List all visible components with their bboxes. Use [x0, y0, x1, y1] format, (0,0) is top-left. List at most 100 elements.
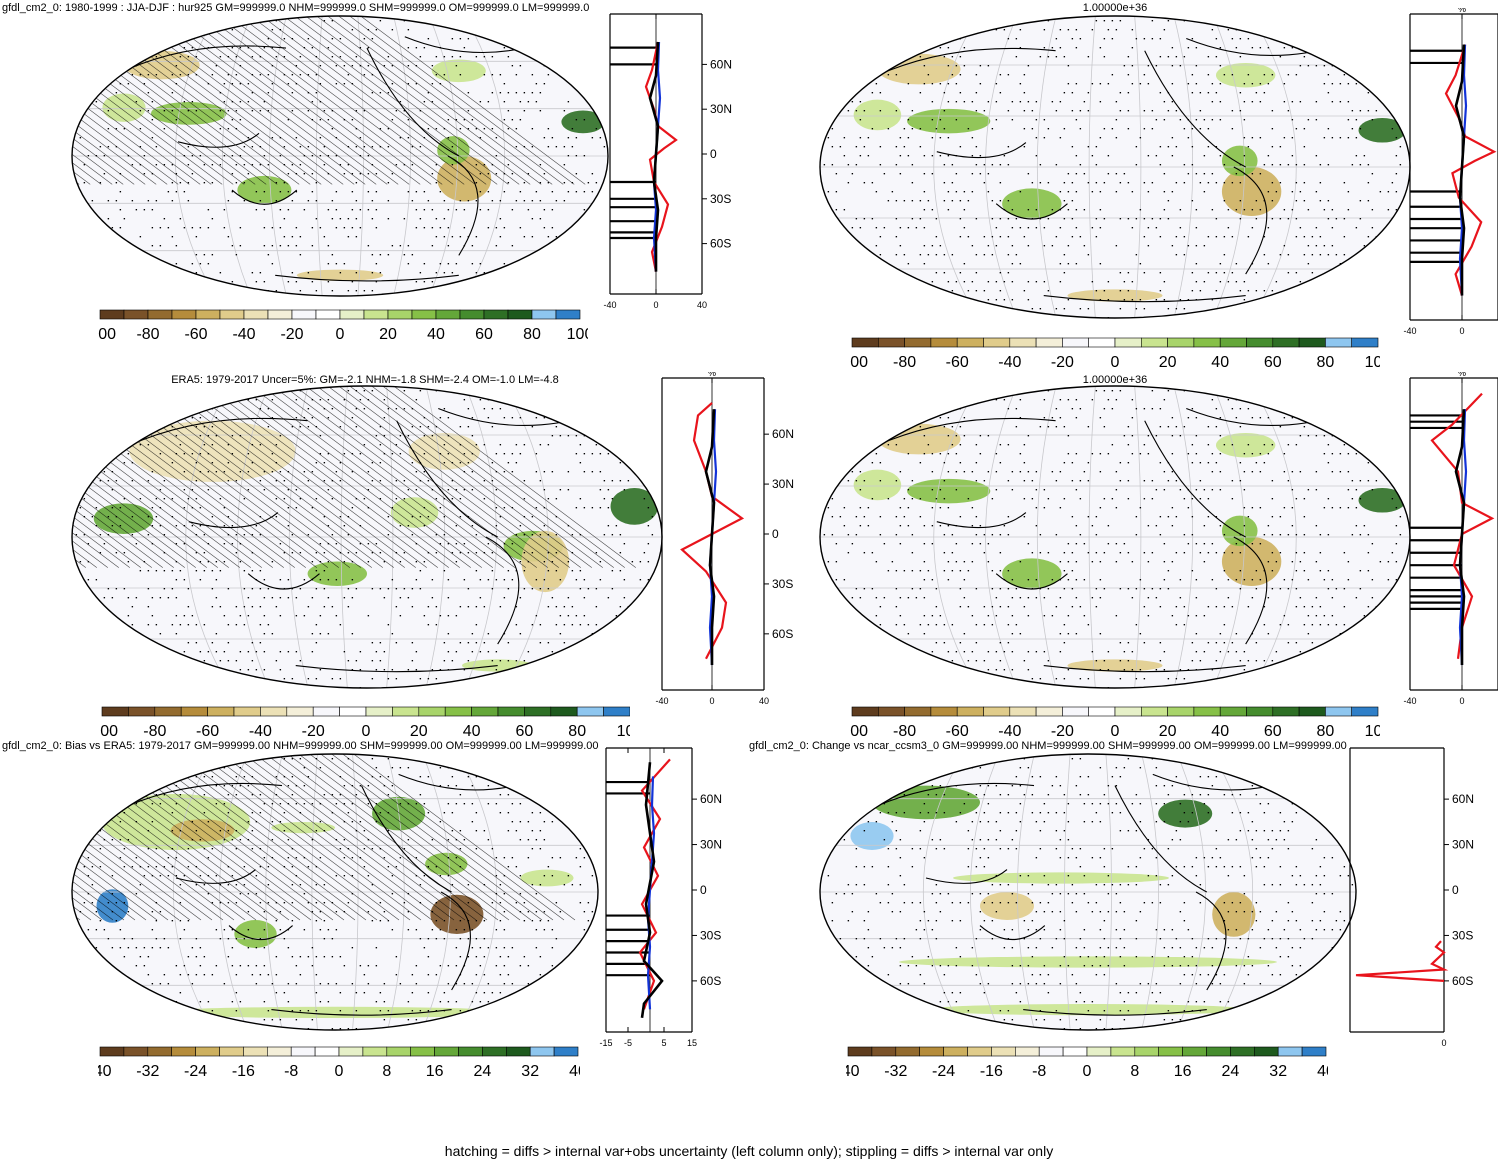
profile-x-tick-label: -40: [603, 300, 616, 310]
colorbar-box: [943, 1046, 968, 1057]
colorbar-box: [219, 309, 245, 320]
colorbar-box: [1009, 706, 1037, 717]
profile-mean-curve: [704, 409, 716, 666]
colorbar-tick-label: -40: [232, 326, 255, 343]
profile-unit-label: %: [1458, 8, 1466, 14]
colorbar-tick-label: 40: [427, 326, 445, 343]
colorbar-box: [524, 706, 552, 717]
profile-latitude-label: 30S: [700, 928, 721, 942]
colorbar-tick-label: 40: [569, 1063, 580, 1080]
coastline: [1144, 420, 1246, 538]
map-anomaly-region: [437, 156, 492, 202]
coastline: [1233, 536, 1268, 645]
colorbar-box: [930, 337, 958, 348]
map-anomaly-region: [520, 869, 574, 887]
map-anomaly-region: [521, 530, 569, 593]
map-border: [71, 753, 599, 1031]
colorbar-box: [411, 309, 437, 320]
profile-latitude-label: 30N: [710, 102, 732, 116]
colorbar-tick-label: 100: [1365, 723, 1380, 740]
colorbar-tick-label: -60: [184, 326, 207, 343]
map-anomaly-region: [907, 108, 991, 134]
colorbar-box: [154, 706, 182, 717]
profile-latitude-label: 60S: [700, 974, 721, 988]
map-anomaly-region: [234, 920, 277, 948]
colorbar-box: [147, 1046, 172, 1057]
profile-x-tick-label: 0: [1441, 1038, 1446, 1048]
colorbar-box: [1277, 1046, 1303, 1057]
colorbar-box: [1272, 706, 1300, 717]
colorbar-tick-label: 20: [1159, 723, 1177, 740]
map-anomaly-region: [907, 478, 991, 504]
colorbar-tick-label: -16: [980, 1063, 1003, 1080]
colorbar-tick-label: -32: [136, 1063, 159, 1080]
colorbar-tick-label: 60: [1264, 723, 1282, 740]
colorbar-tick-label: -40: [998, 354, 1021, 371]
colorbar-box: [1167, 706, 1195, 717]
panel3-zonal-profile: 60N 30N 0 30S 60S -40 0 40%: [655, 372, 794, 706]
colorbar-tick-label: 100: [617, 723, 630, 740]
profile-latitude-label: 0: [1452, 883, 1459, 897]
panel2-map: [819, 15, 1411, 319]
colorbar-box: [410, 1046, 435, 1057]
map-anomaly-region: [1002, 188, 1062, 220]
coastline: [228, 925, 293, 940]
colorbar-box: [291, 309, 317, 320]
profile-latitude-label: 60S: [710, 237, 731, 251]
colorbar-box: [847, 1046, 873, 1057]
colorbar-box: [529, 1046, 555, 1057]
profile-x-tick-label: 0: [709, 696, 714, 706]
coastline: [936, 512, 1027, 529]
colorbar-tick-label: 0: [1111, 354, 1120, 371]
colorbar-tick-label: 16: [1174, 1063, 1192, 1080]
map-anomaly-region: [1221, 515, 1258, 547]
map-anomaly-region: [431, 59, 486, 83]
colorbar-box: [1062, 337, 1089, 348]
colorbar-tick-label: 32: [521, 1063, 539, 1080]
colorbar-tick-label: -20: [1051, 354, 1074, 371]
colorbar-box: [290, 1046, 316, 1057]
panel1-zonal-profile: 60N 30N 0 30S 60S -40 0 40: [603, 13, 732, 310]
colorbar-box: [1301, 1046, 1327, 1057]
colorbar-box: [99, 1046, 125, 1057]
coastline: [175, 869, 256, 884]
colorbar-box: [497, 706, 525, 717]
colorbar-tick-label: 60: [516, 723, 534, 740]
colorbar-box: [1134, 1046, 1159, 1057]
map-anomaly-region: [430, 894, 484, 934]
panel5-colorbar: -40 -32 -24 -16 -8 0 8 16 24 32 40: [98, 1046, 580, 1080]
map-anomaly-region: [1215, 432, 1276, 458]
colorbar-tick-label: 0: [335, 1063, 344, 1080]
colorbar-tick-label: -60: [946, 354, 969, 371]
colorbar-tick-label: -40: [846, 1063, 860, 1080]
colorbar-box: [260, 706, 288, 717]
colorbar-tick-label: 60: [1264, 354, 1282, 371]
panel2-colorbar: -100 -80 -60 -40 -20 0 20 40 60 80 100: [850, 337, 1380, 371]
colorbar-tick-label: 100: [567, 326, 588, 343]
profile-latitude-label: 30N: [700, 838, 722, 852]
colorbar-tick-label: 8: [1130, 1063, 1139, 1080]
colorbar-box: [1167, 337, 1195, 348]
colorbar-box: [101, 706, 129, 717]
colorbar-tick-label: -80: [893, 354, 916, 371]
map-anomaly-region: [1212, 892, 1256, 937]
colorbar-box: [339, 706, 367, 717]
colorbar-box: [904, 337, 932, 348]
profile-x-tick-label: -40: [1403, 696, 1416, 706]
colorbar-tick-label: 16: [426, 1063, 444, 1080]
colorbar-box: [123, 309, 149, 320]
colorbar-box: [362, 1046, 388, 1057]
panel4-colorbar: -100 -80 -60 -40 -20 0 20 40 60 80 100: [850, 706, 1380, 740]
colorbar-tick-label: 60: [475, 326, 493, 343]
colorbar-tick-label: -60: [196, 723, 219, 740]
colorbar-box: [219, 1046, 244, 1057]
colorbar-box: [991, 1046, 1016, 1057]
panel4-map: [819, 385, 1411, 689]
colorbar-box: [195, 1046, 220, 1057]
profile-unit-label: %: [1458, 372, 1466, 378]
colorbar-tick-label: -100: [850, 723, 868, 740]
colorbar-tick-label: 32: [1269, 1063, 1287, 1080]
colorbar-tick-label: 24: [1222, 1063, 1240, 1080]
coastline: [295, 664, 498, 673]
panel5-map: [71, 753, 599, 1031]
